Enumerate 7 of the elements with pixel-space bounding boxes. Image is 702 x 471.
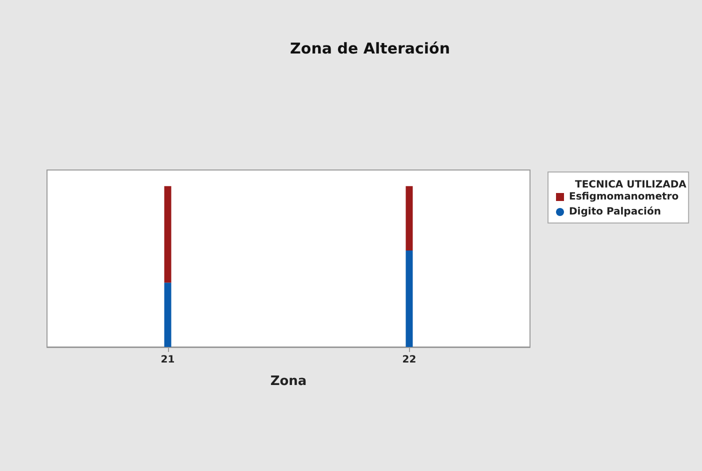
legend-title: TECNICA UTILIZADA [575, 180, 687, 190]
x-tick-label: 22 [402, 354, 416, 366]
x-tick-label: 21 [160, 354, 175, 366]
legend-label: Esfigmomanometro [569, 192, 679, 202]
chart-title: Zona de Alteración [290, 40, 450, 58]
legend-label: Digito Palpación [569, 206, 661, 218]
x-axis-title: Zona [270, 374, 307, 389]
